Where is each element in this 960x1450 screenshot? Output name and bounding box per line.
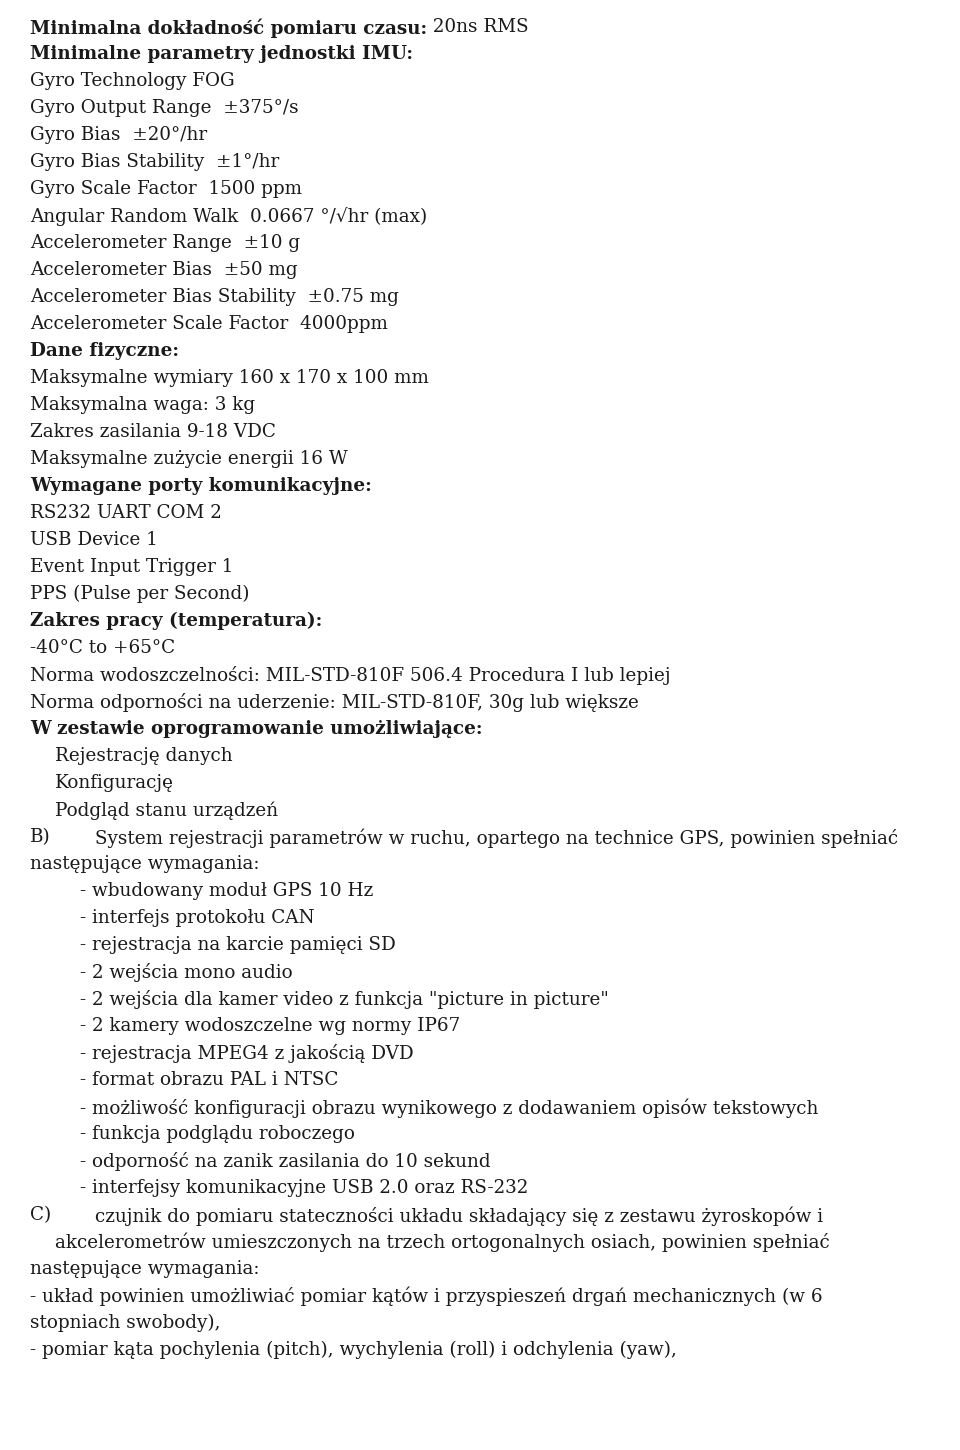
Text: - układ powinien umożliwiać pomiar kątów i przyspieszeń drgań mechanicznych (w 6: - układ powinien umożliwiać pomiar kątów… [30, 1288, 823, 1306]
Text: PPS (Pulse per Second): PPS (Pulse per Second) [30, 584, 250, 603]
Text: 20ns RMS: 20ns RMS [427, 17, 529, 36]
Text: Gyro Scale Factor  1500 ppm: Gyro Scale Factor 1500 ppm [30, 180, 302, 199]
Text: B): B) [30, 828, 51, 845]
Text: Event Input Trigger 1: Event Input Trigger 1 [30, 558, 233, 576]
Text: Gyro Output Range  ±375°/s: Gyro Output Range ±375°/s [30, 99, 299, 117]
Text: - interfejsy komunikacyjne USB 2.0 oraz RS-232: - interfejsy komunikacyjne USB 2.0 oraz … [80, 1179, 528, 1198]
Text: - funkcja podglądu roboczego: - funkcja podglądu roboczego [80, 1125, 355, 1143]
Text: Minimalna dokładność pomiaru czasu:: Minimalna dokładność pomiaru czasu: [30, 17, 427, 38]
Text: Zakres pracy (temperatura):: Zakres pracy (temperatura): [30, 612, 323, 631]
Text: RS232 UART COM 2: RS232 UART COM 2 [30, 505, 222, 522]
Text: W zestawie oprogramowanie umożliwiające:: W zestawie oprogramowanie umożliwiające: [30, 721, 483, 738]
Text: Norma odporności na uderzenie: MIL-STD-810F, 30g lub większe: Norma odporności na uderzenie: MIL-STD-8… [30, 693, 638, 712]
Text: - interfejs protokołu CAN: - interfejs protokołu CAN [80, 909, 315, 927]
Text: akcelerometrów umieszczonych na trzech ortogonalnych osiach, powinien spełniać: akcelerometrów umieszczonych na trzech o… [55, 1232, 829, 1253]
Text: Wymagane porty komunikacyjne:: Wymagane porty komunikacyjne: [30, 477, 372, 494]
Text: - 2 wejścia dla kamer video z funkcja "picture in picture": - 2 wejścia dla kamer video z funkcja "p… [80, 990, 609, 1009]
Text: - wbudowany moduł GPS 10 Hz: - wbudowany moduł GPS 10 Hz [80, 882, 373, 900]
Text: - 2 wejścia mono audio: - 2 wejścia mono audio [80, 963, 293, 982]
Text: Zakres zasilania 9-18 VDC: Zakres zasilania 9-18 VDC [30, 423, 276, 441]
Text: stopniach swobody),: stopniach swobody), [30, 1314, 221, 1333]
Text: - rejestracja na karcie pamięci SD: - rejestracja na karcie pamięci SD [80, 937, 396, 954]
Text: - 2 kamery wodoszczelne wg normy IP67: - 2 kamery wodoszczelne wg normy IP67 [80, 1016, 460, 1035]
Text: - rejestracja MPEG4 z jakością DVD: - rejestracja MPEG4 z jakością DVD [80, 1044, 414, 1063]
Text: Norma wodoszczelności: MIL-STD-810F 506.4 Procedura I lub lepiej: Norma wodoszczelności: MIL-STD-810F 506.… [30, 666, 671, 684]
Text: C): C) [30, 1206, 51, 1224]
Text: następujące wymagania:: następujące wymagania: [30, 856, 259, 873]
Text: - pomiar kąta pochylenia (pitch), wychylenia (roll) i odchylenia (yaw),: - pomiar kąta pochylenia (pitch), wychyl… [30, 1341, 677, 1359]
Text: Gyro Technology FOG: Gyro Technology FOG [30, 72, 235, 90]
Text: Minimalne parametry jednostki IMU:: Minimalne parametry jednostki IMU: [30, 45, 413, 62]
Text: USB Device 1: USB Device 1 [30, 531, 157, 550]
Text: Gyro Bias Stability  ±1°/hr: Gyro Bias Stability ±1°/hr [30, 154, 279, 171]
Text: - format obrazu PAL i NTSC: - format obrazu PAL i NTSC [80, 1072, 338, 1089]
Text: Maksymalne wymiary 160 x 170 x 100 mm: Maksymalne wymiary 160 x 170 x 100 mm [30, 368, 429, 387]
Text: Maksymalne zużycie energii 16 W: Maksymalne zużycie energii 16 W [30, 450, 348, 468]
Text: następujące wymagania:: następujące wymagania: [30, 1260, 259, 1277]
Text: Rejestrację danych: Rejestrację danych [55, 747, 232, 766]
Text: Maksymalna waga: 3 kg: Maksymalna waga: 3 kg [30, 396, 255, 415]
Text: Konfigurację: Konfigurację [55, 774, 174, 792]
Text: Podgląd stanu urządzeń: Podgląd stanu urządzeń [55, 800, 278, 819]
Text: czujnik do pomiaru stateczności układu składający się z zestawu żyroskopów i: czujnik do pomiaru stateczności układu s… [95, 1206, 823, 1225]
Text: Dane fizyczne:: Dane fizyczne: [30, 342, 180, 360]
Text: Accelerometer Scale Factor  4000ppm: Accelerometer Scale Factor 4000ppm [30, 315, 388, 334]
Text: System rejestracji parametrów w ruchu, opartego na technice GPS, powinien spełni: System rejestracji parametrów w ruchu, o… [95, 828, 899, 847]
Text: Accelerometer Bias Stability  ±0.75 mg: Accelerometer Bias Stability ±0.75 mg [30, 289, 398, 306]
Text: Accelerometer Range  ±10 g: Accelerometer Range ±10 g [30, 233, 300, 252]
Text: Accelerometer Bias  ±50 mg: Accelerometer Bias ±50 mg [30, 261, 298, 278]
Text: - odporność na zanik zasilania do 10 sekund: - odporność na zanik zasilania do 10 sek… [80, 1151, 491, 1172]
Text: Gyro Bias  ±20°/hr: Gyro Bias ±20°/hr [30, 126, 207, 144]
Text: -40°C to +65°C: -40°C to +65°C [30, 639, 175, 657]
Text: - możliwość konfiguracji obrazu wynikowego z dodawaniem opisów tekstowych: - możliwość konfiguracji obrazu wynikowe… [80, 1098, 818, 1118]
Text: Angular Random Walk  0.0667 °/√hr (max): Angular Random Walk 0.0667 °/√hr (max) [30, 207, 427, 226]
